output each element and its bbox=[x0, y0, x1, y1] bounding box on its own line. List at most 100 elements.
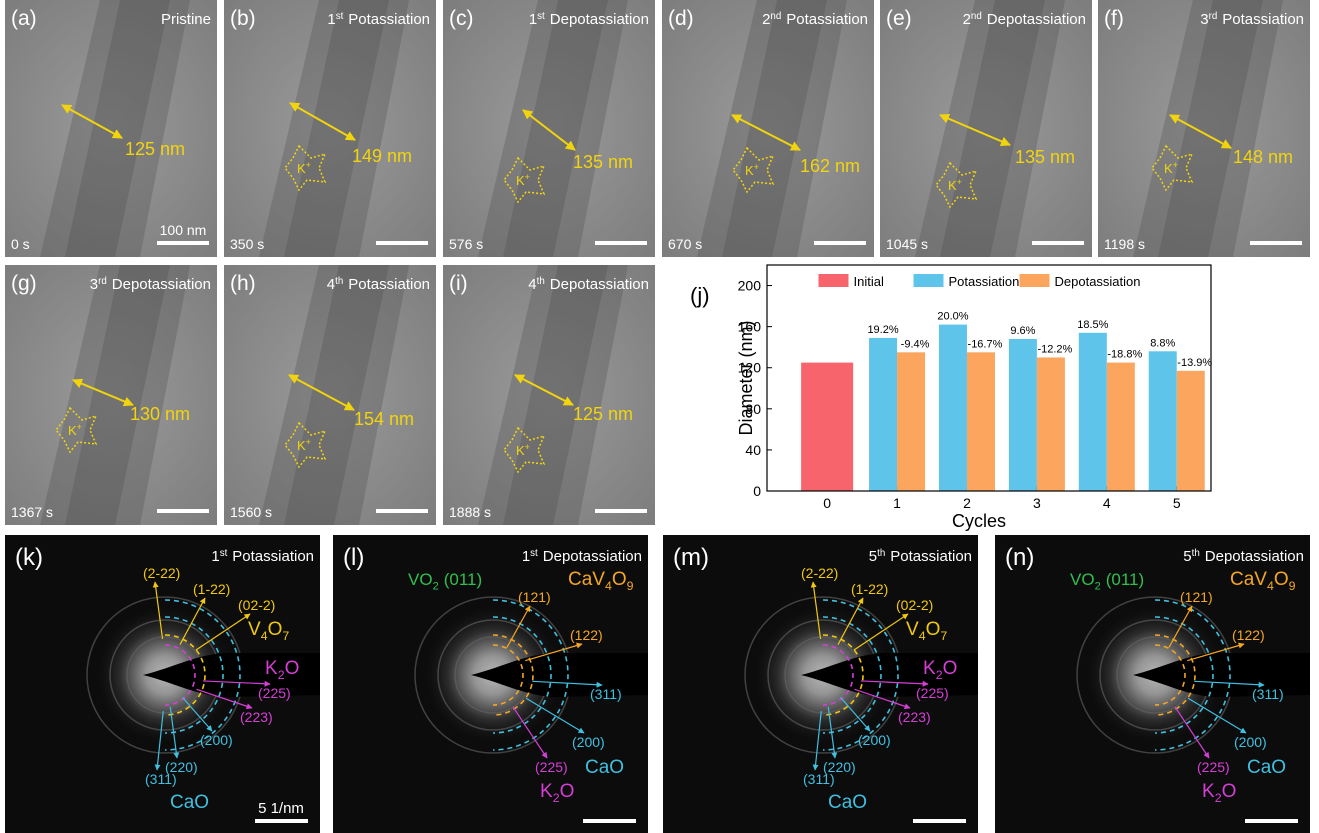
bar bbox=[967, 352, 995, 491]
index-label: (2-22) bbox=[143, 565, 180, 581]
formula-text: (121) bbox=[518, 589, 551, 605]
legend-label: Potassiation bbox=[949, 274, 1020, 289]
formula-text: V bbox=[248, 619, 261, 640]
formula-text: (011) bbox=[1106, 570, 1144, 589]
width-label: 135 nm bbox=[1015, 147, 1075, 167]
formula-text: O bbox=[926, 619, 941, 640]
ion-charge: + bbox=[1173, 160, 1178, 170]
title-text: Pristine bbox=[161, 11, 211, 28]
index-label: CaV4O9 bbox=[1230, 569, 1296, 593]
title-text: Potassiation bbox=[890, 548, 972, 565]
index-label: CaO bbox=[170, 792, 209, 813]
width-label: 125 nm bbox=[125, 139, 185, 159]
formula-text: (122) bbox=[1232, 627, 1265, 643]
title-superscript: st bbox=[220, 548, 228, 559]
formula-text: VO bbox=[408, 570, 433, 589]
title-text: Depotassiation bbox=[550, 11, 649, 28]
width-label: 135 nm bbox=[573, 152, 633, 172]
width-label: 148 nm bbox=[1233, 147, 1293, 167]
formula-text: (311) bbox=[803, 771, 835, 787]
title-ordinal: 5 bbox=[869, 548, 877, 565]
formula-text: (225) bbox=[916, 685, 949, 701]
ion-charge: + bbox=[306, 437, 311, 447]
tem-panel: (e)2ndDepotassiation135 nmK+1045 s bbox=[880, 0, 1092, 257]
index-label: (1-22) bbox=[193, 581, 230, 597]
formula-text: VO bbox=[1070, 570, 1095, 589]
index-label: (223) bbox=[898, 709, 931, 725]
title-ordinal: 2 bbox=[762, 11, 770, 28]
index-label: (200) bbox=[200, 732, 233, 748]
width-label: 149 nm bbox=[352, 146, 412, 166]
bar bbox=[1079, 333, 1107, 491]
saed-panel: (m)5thPotassiation(2-22)(1-22)(02-2)V4O7… bbox=[663, 535, 978, 833]
ion-symbol: K bbox=[297, 161, 306, 176]
x-tick-label: 4 bbox=[1103, 495, 1111, 511]
bar bbox=[1009, 339, 1037, 491]
formula-text: V bbox=[906, 619, 919, 640]
formula-text: (225) bbox=[258, 685, 291, 701]
formula-text: (223) bbox=[898, 709, 931, 725]
index-label: (121) bbox=[518, 589, 551, 605]
formula-text: O bbox=[943, 658, 958, 679]
formula-text: O bbox=[285, 658, 300, 679]
ion-charge: + bbox=[306, 160, 311, 170]
index-label: (200) bbox=[858, 732, 891, 748]
bar bbox=[1149, 351, 1177, 491]
formula-text: O bbox=[612, 569, 627, 590]
title-ordinal: 1 bbox=[529, 11, 537, 28]
panel-label: (b) bbox=[230, 7, 256, 30]
title-text: Potassiation bbox=[348, 276, 430, 293]
page: (a)Pristine125 nm0 s100 nm(b)1stPotassia… bbox=[0, 0, 1319, 833]
formula-text: (02-2) bbox=[896, 597, 933, 613]
title-ordinal: 1 bbox=[211, 548, 219, 565]
x-axis-label: Cycles bbox=[952, 511, 1006, 531]
tem-panel: (c)1stDepotassiation135 nmK+576 s bbox=[443, 0, 655, 257]
index-label: (311) bbox=[803, 771, 835, 787]
title-text: Potassiation bbox=[786, 11, 868, 28]
index-label: CaO bbox=[585, 757, 624, 778]
title-ordinal: 2 bbox=[963, 11, 971, 28]
formula-text: K bbox=[265, 658, 278, 679]
formula-text: CaO bbox=[585, 757, 624, 778]
formula-text: (122) bbox=[570, 627, 603, 643]
title-superscript: nd bbox=[971, 11, 982, 22]
x-tick-label: 3 bbox=[1033, 495, 1041, 511]
change-label: 9.6% bbox=[1010, 325, 1035, 337]
ion-charge: + bbox=[525, 442, 530, 452]
title-superscript: st bbox=[530, 548, 538, 559]
tem-panel: (h)4thPotassiation154 nmK+1560 s bbox=[224, 265, 436, 525]
formula-text: (1-22) bbox=[193, 581, 230, 597]
ion-charge: + bbox=[957, 177, 962, 187]
panel-label: (d) bbox=[668, 7, 694, 30]
change-label: 19.2% bbox=[867, 324, 898, 336]
panel-label: (g) bbox=[11, 272, 37, 295]
formula-text: (223) bbox=[240, 709, 273, 725]
ion-symbol: K bbox=[516, 443, 525, 458]
subscript: 7 bbox=[282, 629, 289, 643]
legend-swatch bbox=[914, 274, 944, 287]
change-label: 18.5% bbox=[1077, 319, 1108, 331]
x-tick-label: 2 bbox=[963, 495, 971, 511]
ion-symbol: K bbox=[745, 163, 754, 178]
time-label: 1888 s bbox=[449, 504, 491, 520]
title-ordinal: 3 bbox=[1200, 11, 1208, 28]
y-tick-label: 40 bbox=[745, 442, 761, 458]
subscript: 2 bbox=[433, 580, 439, 592]
subscript: 2 bbox=[1095, 580, 1101, 592]
formula-text: CaO bbox=[828, 792, 867, 813]
width-label: 130 nm bbox=[130, 404, 190, 424]
index-label: (122) bbox=[1232, 627, 1265, 643]
formula-text: O bbox=[560, 781, 575, 802]
ion-charge: + bbox=[525, 172, 530, 182]
tem-panel: (b)1stPotassiation149 nmK+350 s bbox=[224, 0, 436, 257]
title-superscript: st bbox=[336, 11, 344, 22]
index-label: CaO bbox=[1247, 757, 1286, 778]
change-label: -18.8% bbox=[1107, 349, 1142, 361]
figure: (a)Pristine125 nm0 s100 nm(b)1stPotassia… bbox=[0, 0, 1319, 833]
bar bbox=[939, 325, 967, 491]
legend-label: Depotassiation bbox=[1055, 274, 1141, 289]
